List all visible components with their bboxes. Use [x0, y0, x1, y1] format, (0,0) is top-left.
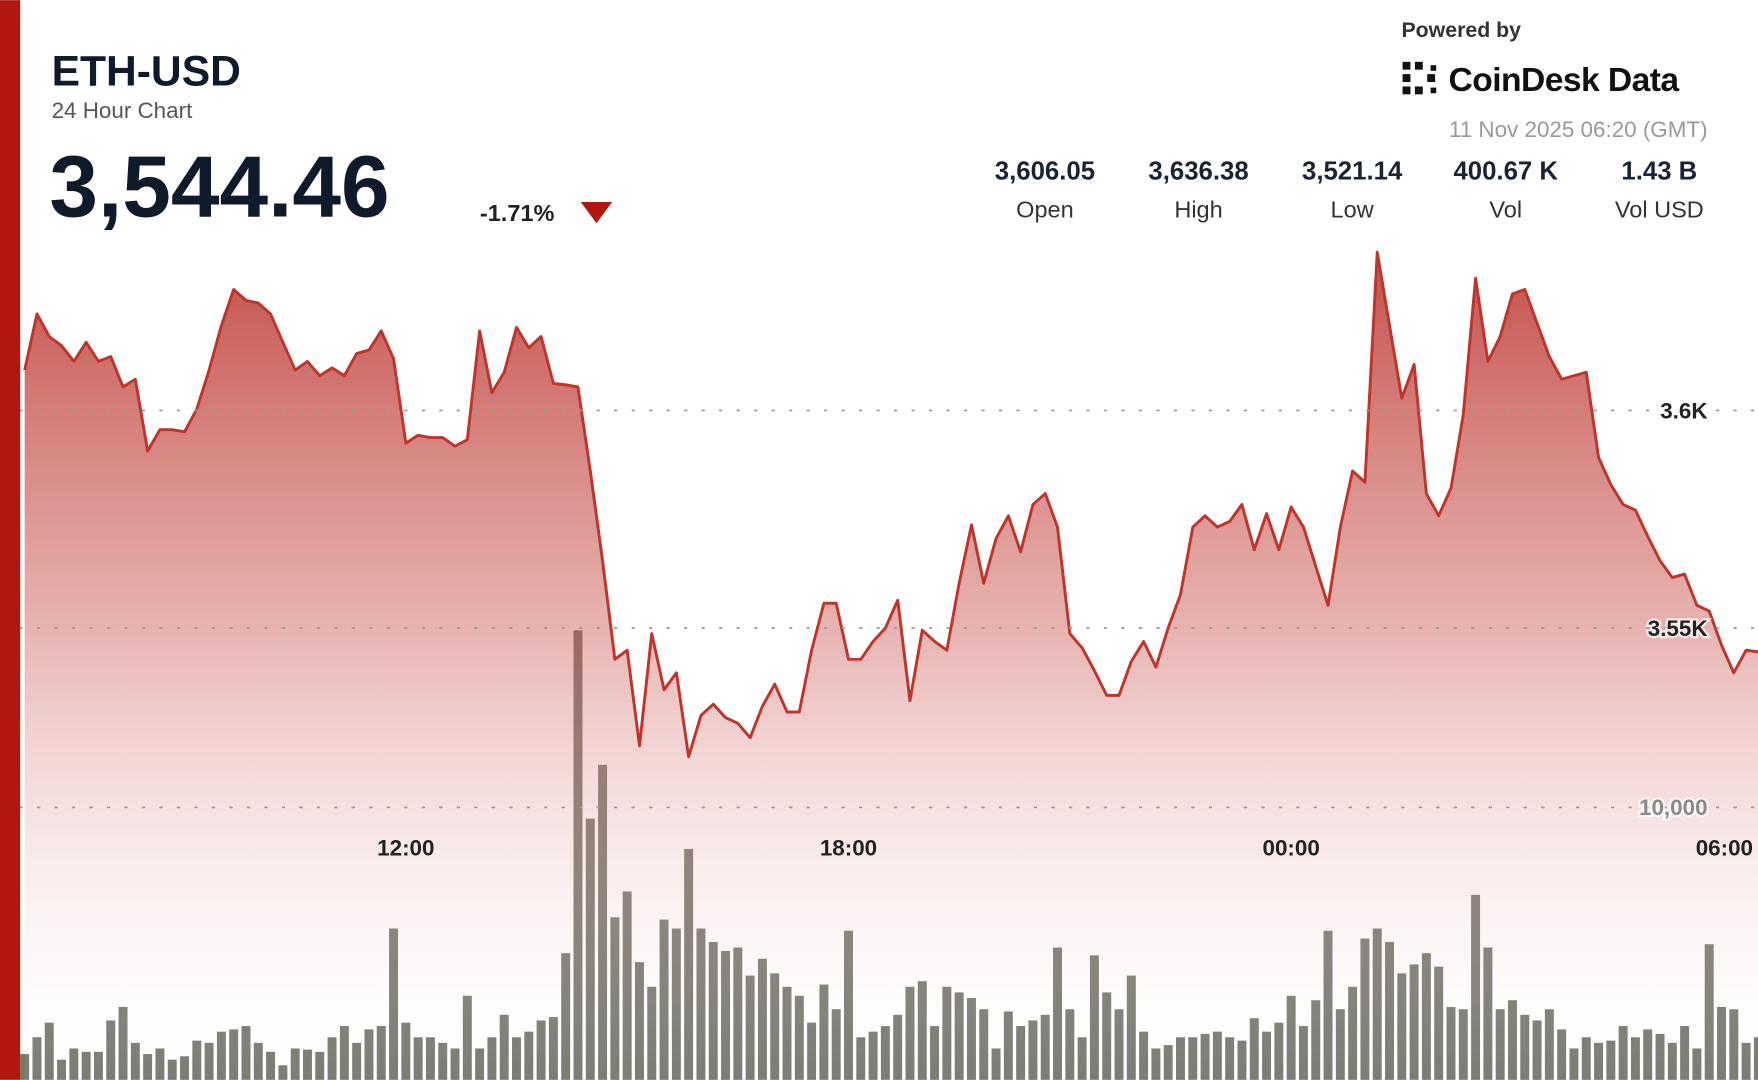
brand-logo	[1402, 61, 1437, 95]
price: 3,544.46	[49, 138, 389, 236]
stat-value: 400.67 K	[1453, 158, 1558, 186]
stat-label: Vol	[1489, 197, 1522, 223]
x-tick-label: 12:00	[377, 836, 434, 861]
y-tick-label: 10,000	[1639, 795, 1708, 820]
stats-row: 3,606.05 Open 3,636.38 High 3,521.14 Low 400.6…	[995, 158, 1704, 223]
symbol: ETH-USD	[52, 47, 241, 95]
down-arrow	[580, 201, 613, 224]
timestamp: 11 Nov 2025 06:20 (GMT)	[1449, 117, 1708, 142]
stat-value: 1.43 B	[1621, 158, 1697, 186]
y-tick-label: 3.6K	[1660, 398, 1707, 423]
plot-area: 12:00 18:00 00:00 06:00 3.55K 3.6K 10,000	[19, 250, 1758, 1080]
stat-value: 3,521.14	[1302, 158, 1403, 186]
y-tick-label: 3.55K	[1648, 616, 1708, 641]
change: -1.71%	[480, 200, 555, 226]
subtitle: 24 Hour Chart	[52, 98, 194, 123]
stat-label: High	[1174, 197, 1222, 223]
price-area	[24, 252, 1758, 1080]
x-tick-label: 18:00	[820, 836, 877, 861]
stat-label: Low	[1331, 197, 1375, 223]
x-tick-label: 00:00	[1262, 836, 1319, 861]
stat-label: Vol USD	[1615, 197, 1704, 223]
price-line	[23, 250, 1758, 759]
stat-label: Open	[1016, 197, 1074, 223]
x-tick-label: 06:00	[1696, 836, 1753, 861]
powered-by: Powered by	[1401, 18, 1521, 42]
stat-value: 3,606.05	[995, 158, 1095, 186]
stat-value: 3,636.38	[1148, 158, 1248, 186]
brand: CoinDesk Data	[1449, 62, 1680, 99]
accent-bar	[0, 0, 21, 1080]
